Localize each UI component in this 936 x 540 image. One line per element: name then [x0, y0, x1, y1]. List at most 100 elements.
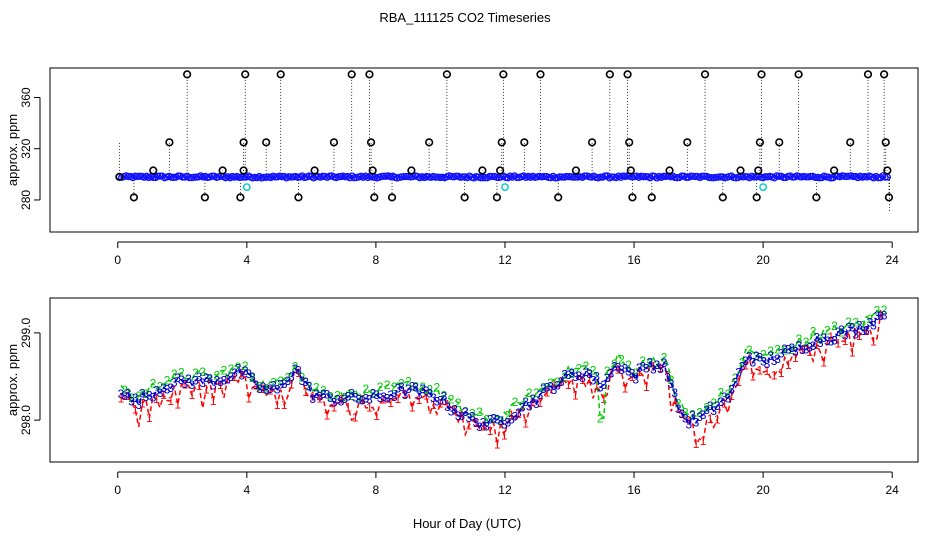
series-marker-3: 3 — [469, 410, 476, 424]
baseline-point — [481, 174, 489, 182]
spike-point — [775, 138, 784, 147]
series-marker-2: 2 — [292, 359, 299, 373]
series-marker-3: 3 — [118, 387, 125, 401]
baseline-point — [682, 173, 690, 182]
series-marker-3: 3 — [604, 371, 611, 385]
series-marker-3: 3 — [363, 392, 370, 406]
series-marker-3: 3 — [238, 368, 245, 382]
series-marker-3: 3 — [185, 372, 192, 386]
series-marker-3: 3 — [313, 387, 320, 401]
series-marker-2: 2 — [150, 376, 157, 390]
series-marker-2: 2 — [299, 371, 306, 385]
series-marker-3: 3 — [221, 373, 228, 387]
series-marker-1: 1 — [118, 392, 125, 406]
series-marker-2: 2 — [618, 353, 625, 367]
baseline-point — [208, 172, 216, 180]
series-marker-3: 3 — [245, 367, 252, 381]
series-marker-3: 3 — [203, 371, 210, 385]
series-marker-3: 3 — [366, 392, 373, 406]
series-marker-3: 3 — [746, 349, 753, 363]
series-marker-3: 3 — [253, 378, 260, 392]
series-marker-3: 3 — [497, 414, 504, 428]
series-marker-2: 2 — [213, 368, 220, 382]
series-marker-1: 1 — [764, 364, 771, 378]
series-marker-1: 1 — [856, 329, 863, 343]
series-marker-3: 3 — [675, 402, 682, 416]
series-marker-1: 1 — [863, 324, 870, 338]
series-marker-1: 1 — [480, 419, 487, 433]
spike-point — [200, 193, 209, 202]
x-tick-label: 8 — [373, 253, 380, 267]
series-marker-2: 2 — [604, 364, 611, 378]
series-marker-2: 2 — [455, 396, 462, 410]
series-marker-1: 1 — [352, 411, 359, 425]
baseline-point — [185, 173, 194, 182]
series-marker-1: 1 — [828, 330, 835, 344]
series-marker-3: 3 — [515, 406, 522, 420]
spike-point — [407, 166, 416, 175]
series-marker-3: 3 — [615, 361, 622, 375]
series-marker-3: 3 — [153, 383, 160, 397]
series-marker-2: 2 — [767, 344, 774, 358]
series-marker-3: 3 — [458, 409, 465, 423]
series-marker-3: 3 — [632, 373, 639, 387]
series-marker-1: 1 — [444, 398, 451, 412]
series-marker-3: 3 — [732, 375, 739, 389]
series-marker-1: 1 — [359, 393, 366, 407]
series-marker-3: 3 — [426, 387, 433, 401]
series-marker-2: 2 — [810, 324, 817, 338]
series-marker-3: 3 — [852, 327, 859, 341]
series-marker-2: 2 — [448, 393, 455, 407]
spike-point — [752, 193, 761, 202]
series-marker-3: 3 — [192, 373, 199, 387]
series-marker-3: 3 — [728, 383, 735, 397]
series-marker-3: 3 — [206, 372, 213, 386]
series-marker-2: 2 — [363, 382, 370, 396]
y-tick-label: 280 — [19, 190, 33, 210]
series-marker-3: 3 — [448, 404, 455, 418]
series-marker-3: 3 — [387, 388, 394, 402]
series-marker-2: 2 — [845, 315, 852, 329]
series-marker-2: 2 — [412, 379, 419, 393]
x-tick-label: 4 — [243, 483, 250, 497]
series-marker-2: 2 — [426, 382, 433, 396]
series-marker-3: 3 — [856, 319, 863, 333]
series-marker-1: 1 — [728, 389, 735, 403]
series-marker-2: 2 — [547, 376, 554, 390]
series-marker-3: 3 — [799, 343, 806, 357]
series-marker-3: 3 — [327, 391, 334, 405]
series-marker-3: 3 — [831, 333, 838, 347]
series-marker-3: 3 — [536, 388, 543, 402]
series-marker-1: 1 — [373, 409, 380, 423]
series-marker-3: 3 — [391, 390, 398, 404]
series-marker-1: 1 — [437, 397, 444, 411]
x-tick-label: 8 — [373, 483, 380, 497]
baseline-point — [271, 173, 279, 181]
series-marker-3: 3 — [774, 352, 781, 366]
spike-point — [492, 193, 502, 202]
series-marker-1: 1 — [650, 359, 657, 373]
series-marker-3: 3 — [859, 324, 866, 338]
series-marker-3: 3 — [277, 377, 284, 391]
series-marker-3: 3 — [146, 388, 153, 402]
series-marker-1: 1 — [551, 377, 558, 391]
series-marker-3: 3 — [476, 420, 483, 434]
x-tick-label: 24 — [886, 253, 900, 267]
series-marker-3: 3 — [132, 391, 139, 405]
baseline-point — [486, 172, 494, 181]
baseline-point — [477, 174, 485, 182]
spike-point — [623, 70, 632, 79]
series-marker-3: 3 — [611, 359, 618, 373]
series-marker-2: 2 — [654, 358, 661, 372]
spike-point — [846, 138, 855, 147]
series-marker-3: 3 — [529, 392, 536, 406]
series-marker-3: 3 — [576, 369, 583, 383]
series-marker-1: 1 — [742, 359, 749, 373]
series-marker-3: 3 — [586, 367, 593, 381]
series-marker-1: 1 — [146, 411, 153, 425]
series-marker-2: 2 — [249, 371, 256, 385]
spike-point — [478, 166, 487, 175]
series-marker-3: 3 — [281, 377, 288, 391]
series-marker-3: 3 — [465, 411, 472, 425]
series-marker-3: 3 — [196, 370, 203, 384]
